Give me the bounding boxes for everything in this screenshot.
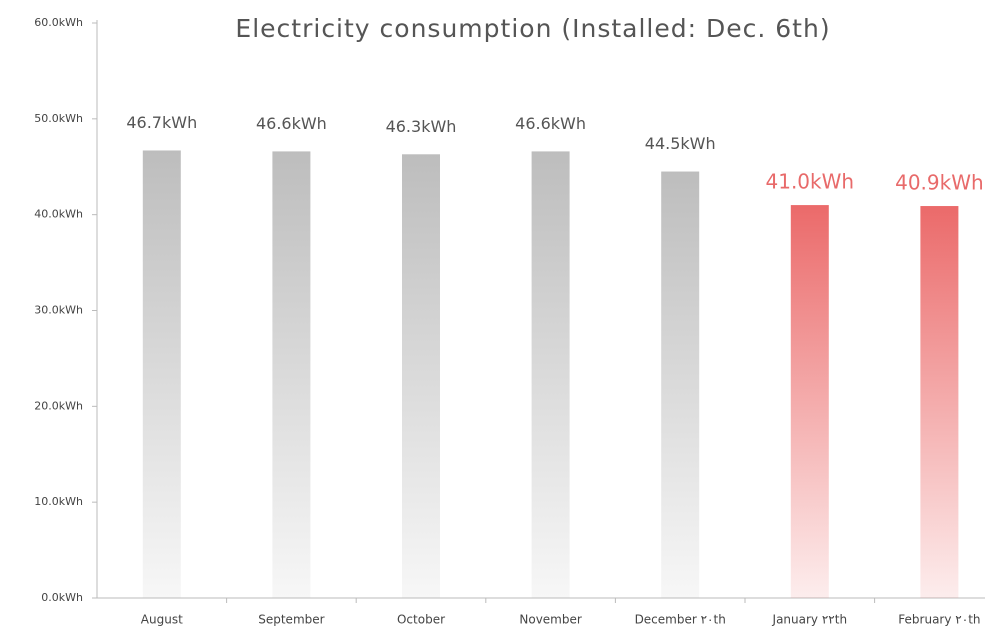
value-label: 44.5kWh [645,134,716,153]
value-label: 46.3kWh [386,117,457,136]
y-tick-label: 40.0kWh [34,208,83,221]
y-tick-label: 30.0kWh [34,304,83,317]
y-tick-label: 50.0kWh [34,112,83,125]
bar [402,154,440,598]
bar [531,151,570,598]
bar [272,151,311,598]
x-tick-label: August [141,613,183,627]
value-label: 41.0kWh [766,170,855,194]
value-label: 46.7kWh [126,113,197,132]
value-label: 46.6kWh [515,114,586,133]
x-tick-label: February ٢٠th [898,613,980,627]
x-tick-label: December ٢٠th [635,613,726,627]
x-tick-label: October [397,613,445,627]
value-label: 40.9kWh [895,171,984,195]
bar [142,150,181,599]
bar [920,206,959,598]
chart-title: Electricity consumption (Installed: Dec.… [235,14,830,43]
x-tick-label: January ٢٢th [772,613,848,627]
value-label: 46.6kWh [256,114,327,133]
y-tick-label: 10.0kWh [34,495,83,508]
y-tick-label: 60.0kWh [34,16,83,29]
x-tick-label: November [519,613,581,627]
bar [790,205,829,599]
x-tick-label: September [258,613,324,627]
y-tick-label: 20.0kWh [34,399,83,412]
bar [661,171,700,598]
y-tick-label: 0.0kWh [41,591,83,604]
